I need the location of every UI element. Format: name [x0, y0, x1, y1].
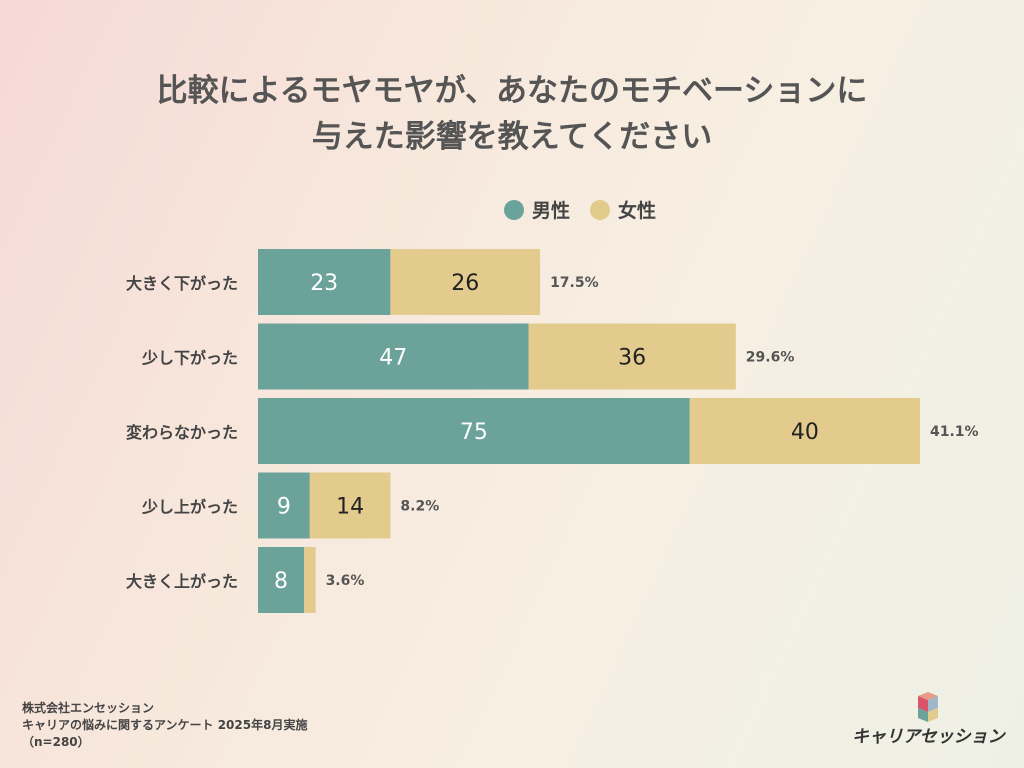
bar-segment-female — [309, 472, 391, 539]
footer: 株式会社エンセッション キャリアの悩みに関するアンケート 2025年8月実施 （… — [22, 700, 307, 751]
category-label: 大きく上がった — [126, 572, 238, 591]
footer-sample-size: （n=280） — [22, 735, 90, 749]
footer-company: 株式会社エンセッション — [22, 701, 155, 715]
logo-cube-icon — [918, 692, 938, 722]
footer-survey: キャリアの悩みに関するアンケート 2025年8月実施 — [22, 718, 308, 732]
legend-label-male: 男性 — [532, 200, 571, 222]
category-label: 変わらなかった — [126, 423, 238, 442]
data-label-male: 23 — [310, 271, 338, 296]
category-label: 少し下がった — [141, 349, 238, 368]
data-label-female: 36 — [618, 346, 646, 371]
category-label: 少し上がった — [141, 498, 238, 517]
legend-swatch-female — [590, 199, 611, 220]
bar-segment-female — [689, 398, 920, 464]
data-label-male: 47 — [379, 346, 407, 371]
bar-segment-male — [258, 323, 529, 390]
percent-label: 29.6% — [746, 350, 795, 366]
bar-segment-female — [304, 547, 316, 613]
bar-segment-male — [258, 249, 391, 315]
legend-item-male: 男性 — [504, 196, 570, 223]
legend-swatch-male — [504, 199, 524, 220]
bar-segment-female — [528, 323, 736, 390]
data-label-male: 8 — [274, 569, 288, 594]
logo-text: キャリアセッション — [852, 727, 1005, 747]
category-label: 大きく下がった — [126, 274, 238, 293]
data-label-female: 26 — [451, 271, 479, 296]
data-label-female: 14 — [336, 495, 364, 520]
data-label-male: 9 — [277, 495, 291, 520]
legend-item-female: 女性 — [590, 196, 656, 223]
title-line-2: 与えた影響を教えてください — [311, 119, 713, 155]
brand-logo: キャリアセッション — [852, 692, 1005, 747]
data-label-female: 40 — [791, 420, 819, 445]
bar-segment-male — [258, 398, 690, 464]
legend: 男性 女性 — [504, 196, 656, 223]
legend-label-female: 女性 — [618, 200, 657, 222]
percent-label: 8.2% — [400, 499, 439, 515]
bar-segment-male — [258, 547, 305, 613]
data-label-male: 75 — [460, 420, 488, 445]
bar-segment-female — [390, 249, 541, 315]
percent-label: 3.6% — [326, 573, 365, 589]
title-line-1: 比較によるモヤモヤが、あなたのモチベーションに — [156, 73, 868, 109]
percent-label: 17.5% — [550, 275, 599, 291]
bar-segment-male — [258, 472, 310, 539]
percent-label: 41.1% — [930, 424, 979, 440]
chart-title: 比較によるモヤモヤが、あなたのモチベーションに 与えた影響を教えてください — [0, 68, 1024, 160]
